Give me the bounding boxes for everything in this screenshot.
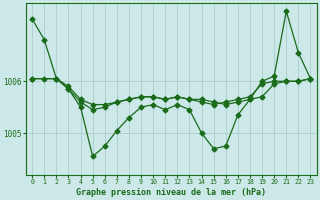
- X-axis label: Graphe pression niveau de la mer (hPa): Graphe pression niveau de la mer (hPa): [76, 188, 266, 197]
